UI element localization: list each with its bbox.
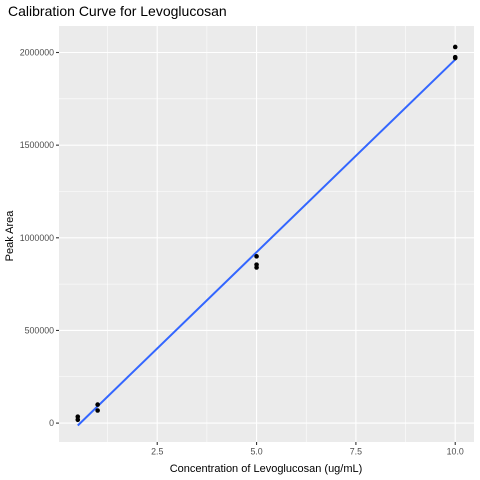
- x-tick-label: 5.0: [250, 447, 262, 457]
- y-tick-label: 1000000: [20, 233, 54, 243]
- data-point: [254, 265, 259, 270]
- data-point: [452, 44, 458, 50]
- y-axis-title: Peak Area: [4, 210, 16, 262]
- regression-fit-line: [77, 58, 456, 427]
- major-gridlines: [59, 26, 474, 442]
- fit-line-layer: [77, 58, 456, 427]
- data-point: [452, 55, 458, 61]
- y-tick-label: 0: [49, 418, 54, 428]
- plot-panel: [59, 26, 474, 442]
- y-axis-ticks: 0 500000 1000000 1500000 2000000: [20, 47, 59, 428]
- x-tick-label: 7.5: [350, 447, 362, 457]
- y-tick-label: 1500000: [20, 140, 54, 150]
- data-point: [95, 402, 100, 407]
- chart-title: Calibration Curve for Levoglucosan: [8, 3, 227, 19]
- x-tick-label: 10.0: [447, 447, 464, 457]
- data-points-layer: [75, 44, 458, 423]
- x-axis-ticks: 2.5 5.0 7.5 10.0: [151, 442, 464, 457]
- x-tick-label: 2.5: [151, 447, 163, 457]
- data-point: [95, 408, 100, 413]
- data-point: [254, 254, 259, 259]
- x-axis-title: Concentration of Levoglucosan (ug/mL): [170, 463, 363, 475]
- data-point: [75, 414, 81, 419]
- y-tick-label: 2000000: [20, 47, 54, 57]
- minor-gridlines: [59, 26, 474, 442]
- y-tick-label: 500000: [25, 325, 54, 335]
- data-point: [75, 417, 81, 423]
